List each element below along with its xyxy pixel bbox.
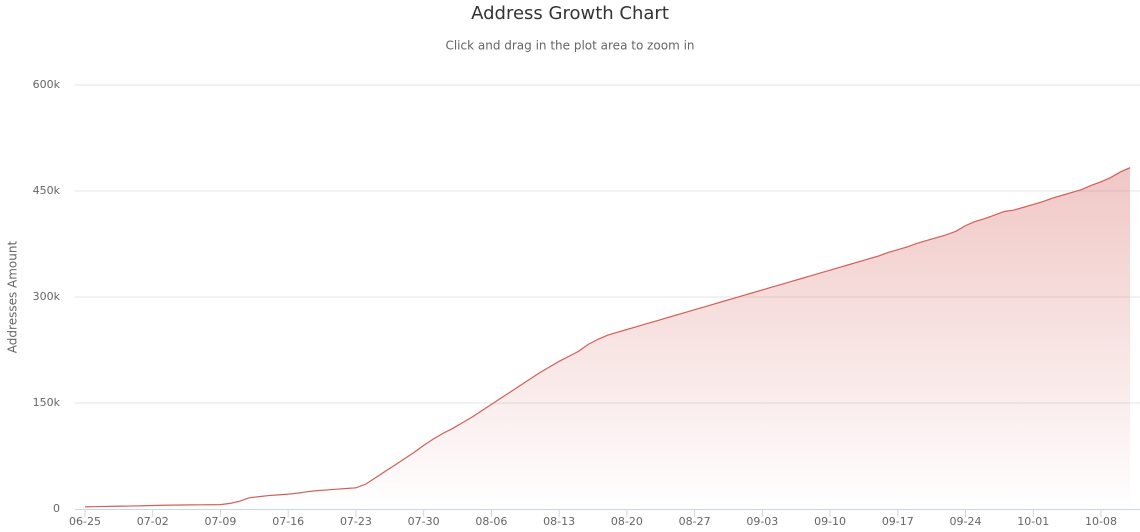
x-tick-label: 06-25 (69, 515, 101, 528)
x-tick-label: 09-17 (882, 515, 914, 528)
y-axis-title: Addresses Amount (6, 241, 20, 354)
x-tick-label: 07-23 (340, 515, 372, 528)
x-tick-label: 08-20 (611, 515, 643, 528)
x-tick-label: 08-06 (475, 515, 507, 528)
chart-title: Address Growth Chart (471, 3, 669, 24)
y-tick-label: 0 (53, 502, 60, 515)
y-tick-label: 150k (33, 396, 61, 409)
y-tick-label: 300k (33, 290, 61, 303)
x-tick-label: 07-30 (408, 515, 440, 528)
x-tick-label: 08-27 (679, 515, 711, 528)
x-tick-label: 09-03 (746, 515, 778, 528)
x-tick-label: 07-09 (204, 515, 236, 528)
area-fill (85, 167, 1131, 509)
x-tick-label: 07-02 (137, 515, 169, 528)
series-line (84, 167, 1131, 508)
x-tick-label: 10-08 (1085, 515, 1117, 528)
x-tick-label: 07-16 (272, 515, 304, 528)
y-tick-label: 600k (33, 78, 61, 91)
chart-subtitle: Click and drag in the plot area to zoom … (445, 39, 694, 53)
x-tick-label: 09-24 (950, 515, 982, 528)
x-tick-label: 10-01 (1017, 515, 1049, 528)
y-tick-label: 450k (33, 184, 61, 197)
x-tick-label: 09-10 (814, 515, 846, 528)
x-tick-label: 08-13 (543, 515, 575, 528)
